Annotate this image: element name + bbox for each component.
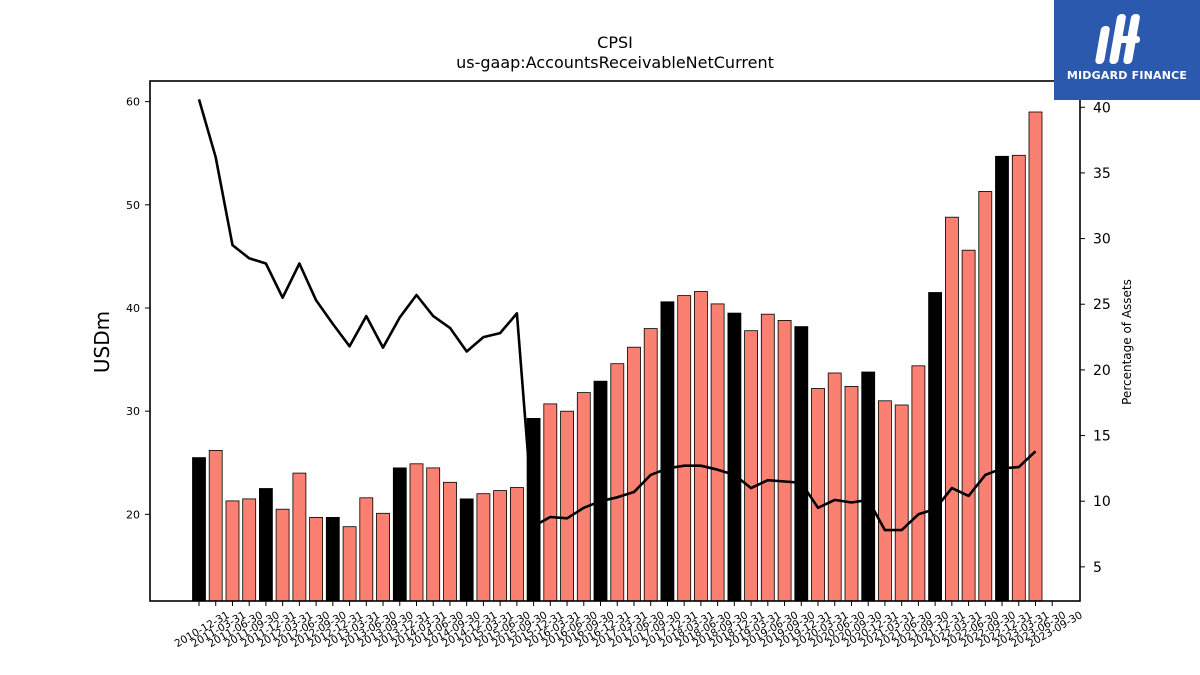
chart-title: CPSI: [597, 33, 633, 52]
y2-tick-label: 35: [1093, 166, 1111, 182]
bar-2022-09-30: [978, 190, 993, 602]
bar-2011-12-31: [258, 488, 273, 602]
bar-2016-06-30: [560, 410, 574, 602]
bar-2022-12-31: [995, 155, 1009, 602]
bar-2021-06-30: [894, 404, 909, 602]
bar-2023-03-31: [1011, 154, 1026, 602]
y-tick-label: 30: [126, 405, 140, 418]
bar-2013-03-31: [342, 526, 357, 602]
bar-2015-06-30: [493, 490, 508, 602]
y-tick-label: 50: [126, 199, 140, 212]
y2-tick-label: 25: [1093, 297, 1111, 313]
line-percentage-of-assets: [197, 99, 1037, 532]
bar-2019-06-30: [760, 313, 775, 602]
y2-tick-label: 40: [1093, 100, 1111, 116]
bar-2010-12-31: [192, 457, 206, 602]
bar-2020-09-30: [844, 385, 859, 602]
bar-2019-12-31: [794, 326, 809, 602]
bar-2021-12-31: [928, 292, 942, 602]
bar-2021-09-30: [911, 365, 926, 602]
bar-2017-09-30: [643, 328, 658, 602]
bar-2019-03-31: [744, 330, 758, 602]
bar-2014-09-30: [443, 481, 457, 602]
y2-tick-label: 30: [1093, 232, 1111, 248]
bar-2012-06-30: [292, 472, 307, 602]
bar-2021-03-31: [878, 400, 892, 602]
bar-2012-03-31: [275, 508, 290, 602]
bar-2018-09-30: [710, 303, 725, 602]
bar-2014-06-30: [426, 467, 441, 602]
y2-axis-label: Percentage of Assets: [1120, 279, 1134, 405]
bar-2020-03-31: [811, 388, 825, 602]
y2-tick-label: 10: [1093, 494, 1111, 510]
bar-2012-09-30: [309, 517, 324, 602]
bar-2015-03-31: [476, 493, 491, 602]
logo-text: MIDGARD FINANCE: [1066, 69, 1188, 82]
bar-2020-06-30: [827, 372, 842, 602]
midgard-finance-logo: MIDGARD FINANCE: [1054, 0, 1200, 100]
bar-2017-03-31: [610, 363, 625, 602]
y2-tick-label: 5: [1093, 560, 1102, 576]
bar-2011-06-30: [225, 500, 240, 602]
percentage-line-series: [197, 99, 1037, 532]
bar-2018-12-31: [727, 312, 742, 602]
bar-2013-09-30: [376, 512, 390, 602]
bar-2022-03-31: [945, 216, 959, 602]
y-axis-label: USDm: [90, 311, 114, 373]
bar-2019-09-30: [777, 319, 792, 602]
bar-2022-06-30: [961, 249, 976, 602]
y-tick-label: 60: [126, 96, 140, 109]
bar-2016-09-30: [576, 392, 591, 602]
y2-tick-label: 20: [1093, 363, 1111, 379]
y-tick-label: 40: [126, 302, 140, 315]
bar-2013-06-30: [359, 497, 374, 602]
logo-mark-icon: [1095, 14, 1140, 64]
y2-tick-label: 15: [1093, 429, 1111, 445]
bar-2016-12-31: [593, 380, 608, 602]
bar-2011-03-31: [208, 449, 223, 602]
chart-subtitle: us-gaap:AccountsReceivableNetCurrent: [456, 53, 774, 72]
bar-2016-03-31: [543, 403, 558, 602]
bar-series: [192, 111, 1043, 602]
bar-2013-12-31: [392, 467, 407, 602]
bar-2018-03-31: [677, 295, 692, 602]
bar-2017-12-31: [660, 301, 675, 602]
bar-2018-06-30: [694, 291, 708, 602]
bar-2011-09-30: [242, 498, 257, 602]
axes: 20304050605101520253035402010-12-312011-…: [126, 80, 1111, 650]
bar-2014-03-31: [409, 463, 424, 602]
bar-2014-12-31: [459, 498, 474, 602]
plot-frame: [149, 80, 1081, 602]
bar-2012-12-31: [325, 517, 340, 602]
bar-2015-09-30: [509, 487, 524, 602]
bar-2023-06-30: [1028, 111, 1043, 602]
y-tick-label: 20: [126, 508, 140, 521]
bar-2017-06-30: [627, 346, 641, 602]
bar-2020-12-31: [861, 371, 876, 602]
